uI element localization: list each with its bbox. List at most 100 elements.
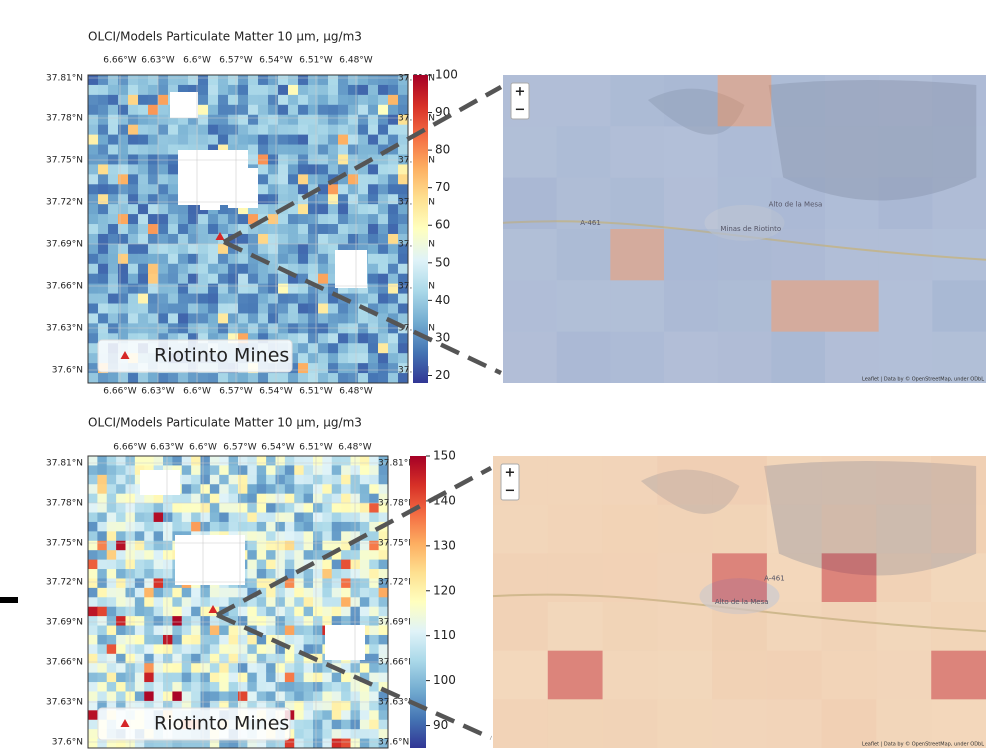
heatmap-cell [144,653,155,664]
heatmap-cell [328,194,339,205]
heatmap-cell [368,253,379,265]
x-tick-label: 6.66°W [103,56,137,66]
heatmap-cell [118,114,129,126]
heatmap-cell [388,353,399,364]
heatmap-cell [318,253,329,265]
heatmap-cell [238,104,249,116]
heatmap-cell [247,691,258,702]
heatmap-cell [98,313,109,324]
heatmap-cell [294,625,305,636]
heatmap-cell [116,700,126,711]
heatmap-cell [331,672,342,683]
heatmap-cell [368,224,379,235]
heatmap-cell [200,521,211,532]
map-tile [602,650,658,700]
heatmap-cell [153,682,164,692]
heatmap-cell [322,616,333,627]
heatmap-cell [88,293,99,305]
heatmap-cell [238,682,248,692]
heatmap-cell [328,263,339,275]
heatmap-cell [108,293,119,305]
zoom-control[interactable] [510,82,530,120]
heatmap-cell [268,333,279,344]
heatmap-cell [228,493,239,504]
y-tick-label: 37.69°N [378,618,415,628]
heatmap-cell [98,194,109,205]
heatmap-cell [88,691,98,702]
heatmap-cell [116,512,126,523]
heatmap-cell [208,273,219,285]
heatmap-cell [313,456,323,466]
heatmap-cell [218,204,229,215]
heatmap-cell [284,484,295,495]
heatmap-cell [172,625,183,636]
heatmap-cell [266,634,276,645]
zoom-control[interactable] [500,463,520,501]
map-tile [717,229,772,281]
heatmap-cell [328,224,339,235]
heatmap-cell [118,75,129,86]
heatmap-cell [359,729,370,740]
heatmap-cell [275,672,286,683]
heatmap-cell [106,531,117,542]
heatmap-cell [134,644,145,655]
heatmap-cell [209,682,220,692]
heatmap-cell [108,124,119,136]
heatmap-cell [294,700,305,711]
heatmap-cell [134,550,145,561]
heatmap-cell [378,474,389,485]
heatmap-cell [128,293,139,305]
zoom-in[interactable]: + [515,85,526,100]
x-tick-label: 6.63°W [150,443,184,453]
heatmap-cell [181,625,192,636]
heatmap-cell [181,493,192,504]
heatmap-cell [328,144,339,155]
heatmap-cell [106,512,117,523]
heatmap-cell [191,512,201,523]
heatmap-cell [331,493,342,504]
heatmap-cell [308,263,319,275]
heatmap-cell [398,214,409,225]
map-tile [932,177,986,229]
heatmap-cell [238,456,248,466]
zoom-in[interactable]: + [505,466,516,481]
heatmap-cell [181,484,192,495]
heatmap-cell [328,204,339,215]
heatmap-cell [153,644,164,655]
heatmap-cell [134,597,145,608]
heatmap-cell [116,550,126,561]
heatmap-cell [98,323,109,334]
heatmap-cell [275,616,286,627]
heatmap-cell [322,700,333,711]
heatmap-cell [172,682,183,692]
heatmap-cell [168,184,179,195]
map-tile [821,504,877,554]
heatmap-cell [378,729,389,740]
x-tick-label: 6.54°W [259,56,293,66]
zoom-out[interactable]: − [505,484,516,499]
heatmap-cell [134,672,145,683]
heatmap-cell [134,569,145,579]
heatmap-cell [208,124,219,136]
heatmap-cell [144,672,155,683]
heatmap-cell [388,253,399,265]
heatmap-cell [378,672,389,683]
heatmap-cell [322,503,333,514]
heatmap-cell [198,273,209,285]
heatmap-cell [181,521,192,532]
heatmap-cell [178,323,189,334]
heatmap-cell [358,194,369,205]
heatmap-cell [125,653,136,664]
heatmap-cell [313,700,323,711]
heatmap-cell [106,559,117,570]
zoom-out[interactable]: − [515,103,526,118]
heatmap-cell [228,587,239,598]
heatmap-cell [398,194,409,205]
heatmap-cell [398,224,409,235]
heatmap-cell [118,243,129,255]
heatmap-cell [218,243,229,255]
heatmap-cell [188,273,199,285]
heatmap-cell [358,144,369,155]
heatmap-cell [118,293,129,305]
heatmap-cell [350,738,361,749]
